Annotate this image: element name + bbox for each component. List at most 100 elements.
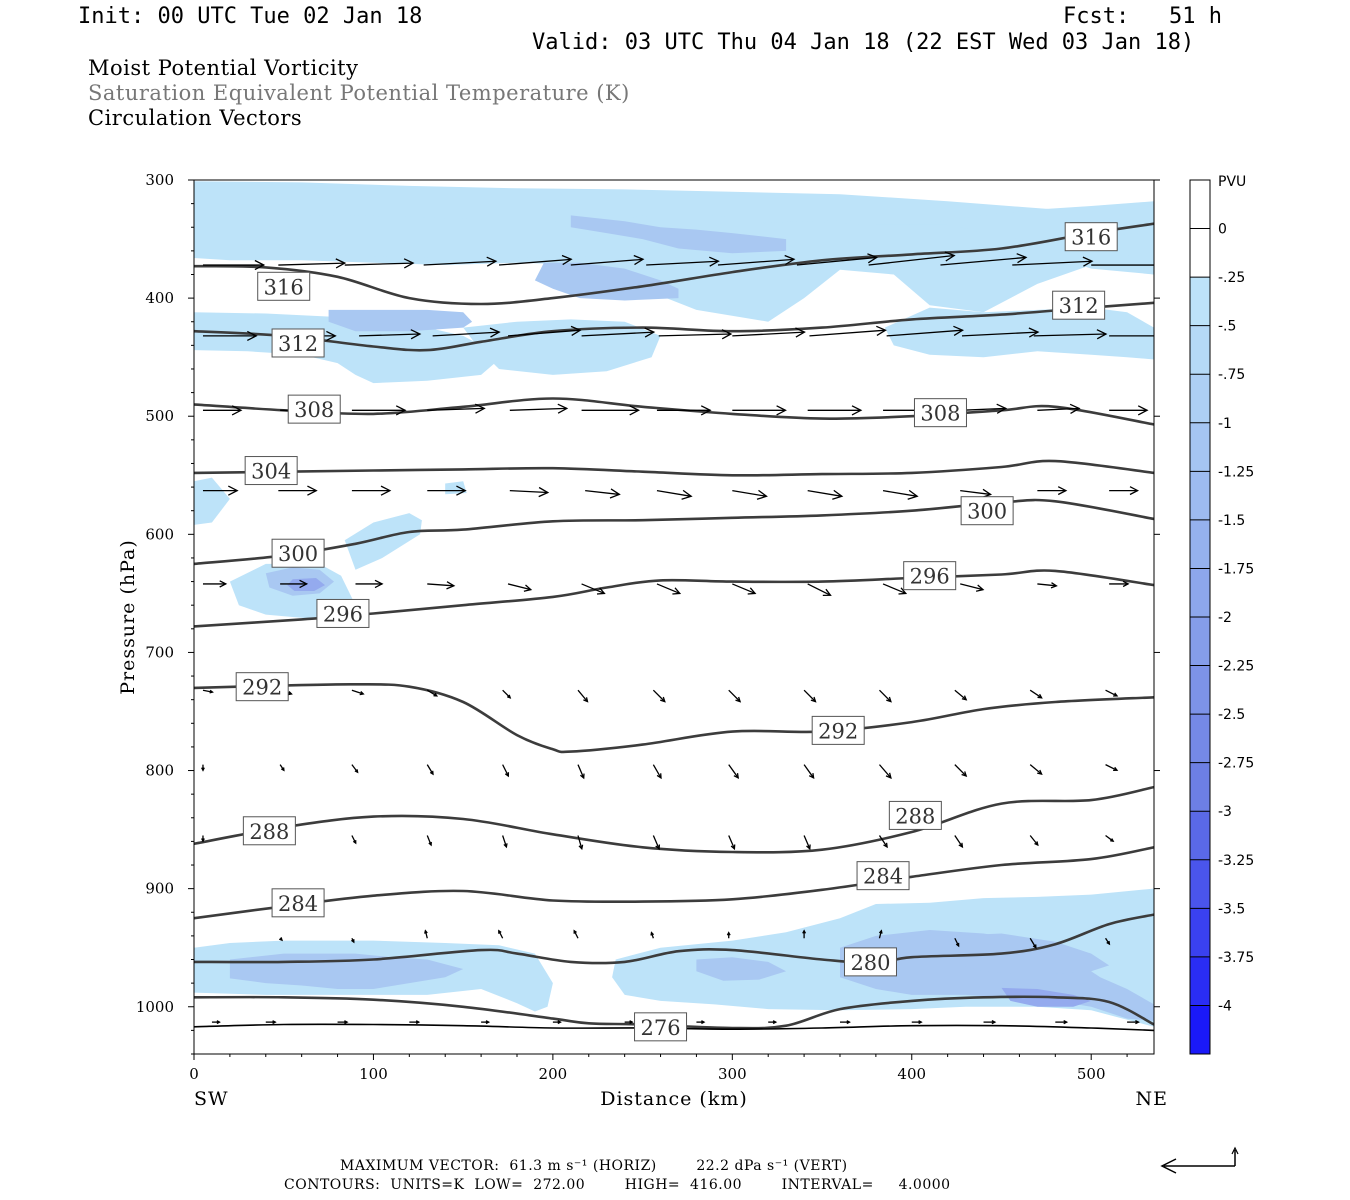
- contour-label-box: [257, 271, 311, 301]
- contour-label-box: [242, 816, 296, 846]
- circulation-vector: [278, 485, 318, 496]
- circulation-vector: [960, 583, 985, 592]
- circulation-vector: [278, 258, 347, 269]
- circulation-vector: [1109, 486, 1140, 496]
- pv-region-19: [947, 933, 1110, 974]
- colorbar-segment: [1190, 422, 1210, 472]
- colorbar-segment: [1190, 325, 1210, 375]
- circulation-vector: [732, 405, 787, 416]
- circulation-vector: [202, 689, 214, 694]
- circulation-vector: [803, 764, 815, 780]
- plot-frame: [193, 179, 1155, 1055]
- circulation-vector: [351, 689, 365, 696]
- contour-label: 292: [242, 676, 282, 700]
- contour-label-box: [634, 1012, 688, 1042]
- circulation-vector: [960, 403, 1008, 414]
- colorbar-segment: [1190, 859, 1210, 909]
- colorbar-segment: [1190, 180, 1210, 229]
- circulation-vector: [646, 256, 720, 267]
- circulation-vector: [337, 1020, 349, 1025]
- y-tick-label: 800: [145, 762, 174, 780]
- circulation-vector: [1109, 580, 1130, 588]
- colorbar-tick-label: -.75: [1218, 367, 1245, 383]
- circulation-vector-layer: [201, 251, 1154, 1025]
- max-vector-info: MAXIMUM VECTOR: 61.3 m s⁻¹ (HORIZ) 22.2 …: [340, 1158, 848, 1174]
- circulation-vector: [423, 256, 498, 267]
- circulation-vector: [809, 325, 887, 337]
- contour-label-box: [856, 861, 910, 891]
- circulation-vector: [201, 764, 205, 772]
- colorbar-title: PVU: [1218, 174, 1246, 190]
- contour-label-box: [316, 598, 370, 628]
- circulation-vector: [652, 835, 661, 851]
- circulation-vector: [351, 937, 355, 944]
- y-tick-label: 900: [145, 880, 174, 898]
- y-axis-title: Pressure (hPa): [117, 539, 139, 695]
- valid-time: Valid: 03 UTC Thu 04 Jan 18 (22 EST Wed …: [532, 30, 1195, 55]
- circulation-vector: [1037, 582, 1058, 589]
- contour-label: 284: [863, 865, 903, 889]
- circulation-vector: [886, 325, 965, 337]
- circulation-vector: [351, 764, 359, 774]
- contour-label: 308: [920, 402, 960, 426]
- circulation-vector: [1055, 1020, 1069, 1025]
- circulation-vector: [954, 689, 968, 701]
- circulation-vector: [878, 929, 883, 939]
- pv-region-16: [570, 215, 787, 254]
- circulation-vector: [796, 253, 879, 266]
- x-tick-label: 500: [1077, 1065, 1106, 1083]
- theta-contour-layer: [194, 222, 1154, 1032]
- circulation-vector: [202, 580, 228, 588]
- colorbar-tick-label: -1: [1218, 416, 1232, 432]
- contour-label-box: [271, 538, 325, 568]
- colorbar-segment: [1190, 617, 1210, 666]
- circulation-vector: [1105, 764, 1119, 772]
- circulation-vector: [577, 835, 584, 851]
- circulation-vector: [211, 1020, 221, 1025]
- contour-label-box: [1052, 290, 1106, 320]
- circulation-vector: [882, 489, 919, 500]
- circulation-vector: [728, 764, 740, 780]
- x-tick-label: 200: [539, 1065, 568, 1083]
- circulation-vector: [807, 489, 844, 500]
- circulation-vector: [983, 1020, 997, 1025]
- circulation-vector: [656, 405, 712, 416]
- colorbar-segment: [1190, 568, 1210, 617]
- colorbar-segment: [1190, 1005, 1210, 1054]
- colorbar-tick-label: -1.25: [1218, 464, 1254, 480]
- contour-label-box: [960, 496, 1014, 526]
- colorbar-tick-label: -.5: [1218, 319, 1236, 335]
- x-tick-label: 400: [897, 1065, 926, 1083]
- contour-label: 312: [1059, 294, 1099, 318]
- circulation-vector: [278, 937, 284, 942]
- contour-label: 288: [895, 804, 935, 828]
- circulation-vector: [954, 764, 968, 778]
- colorbar-tick-label: -1.5: [1218, 513, 1245, 529]
- circulation-vector: [878, 764, 892, 779]
- theta-contour-276: [194, 995, 1154, 1030]
- circulation-vector: [732, 327, 806, 338]
- contour-label: 300: [278, 542, 318, 566]
- circulation-vector: [1033, 329, 1108, 340]
- circulation-vector: [732, 489, 768, 500]
- circulation-vector: [498, 254, 573, 266]
- contour-info: CONTOURS: UNITS=K LOW= 272.00 HIGH= 416.…: [284, 1177, 951, 1193]
- circulation-vector: [351, 485, 392, 496]
- circulation-vector: [279, 764, 285, 772]
- circulation-vector: [803, 689, 817, 703]
- circulation-vector: [768, 1020, 778, 1025]
- circulation-vector: [728, 835, 736, 851]
- pv-fill-layer: [194, 181, 1154, 1027]
- colorbar-tick-label: -2.75: [1218, 756, 1254, 772]
- circulation-vector: [696, 1020, 706, 1025]
- circulation-vector: [432, 327, 501, 338]
- forecast-hour: Fcst: 51 h: [1063, 4, 1222, 29]
- colorbar-tick-label: -3: [1218, 804, 1232, 820]
- circulation-vector: [359, 329, 422, 340]
- colorbar-tick-label: -3.75: [1218, 950, 1254, 966]
- contour-label-box: [287, 394, 341, 424]
- y-tick-label: 1000: [136, 998, 174, 1016]
- reference-vector: [1160, 1146, 1239, 1174]
- contour-label-box: [1064, 222, 1118, 252]
